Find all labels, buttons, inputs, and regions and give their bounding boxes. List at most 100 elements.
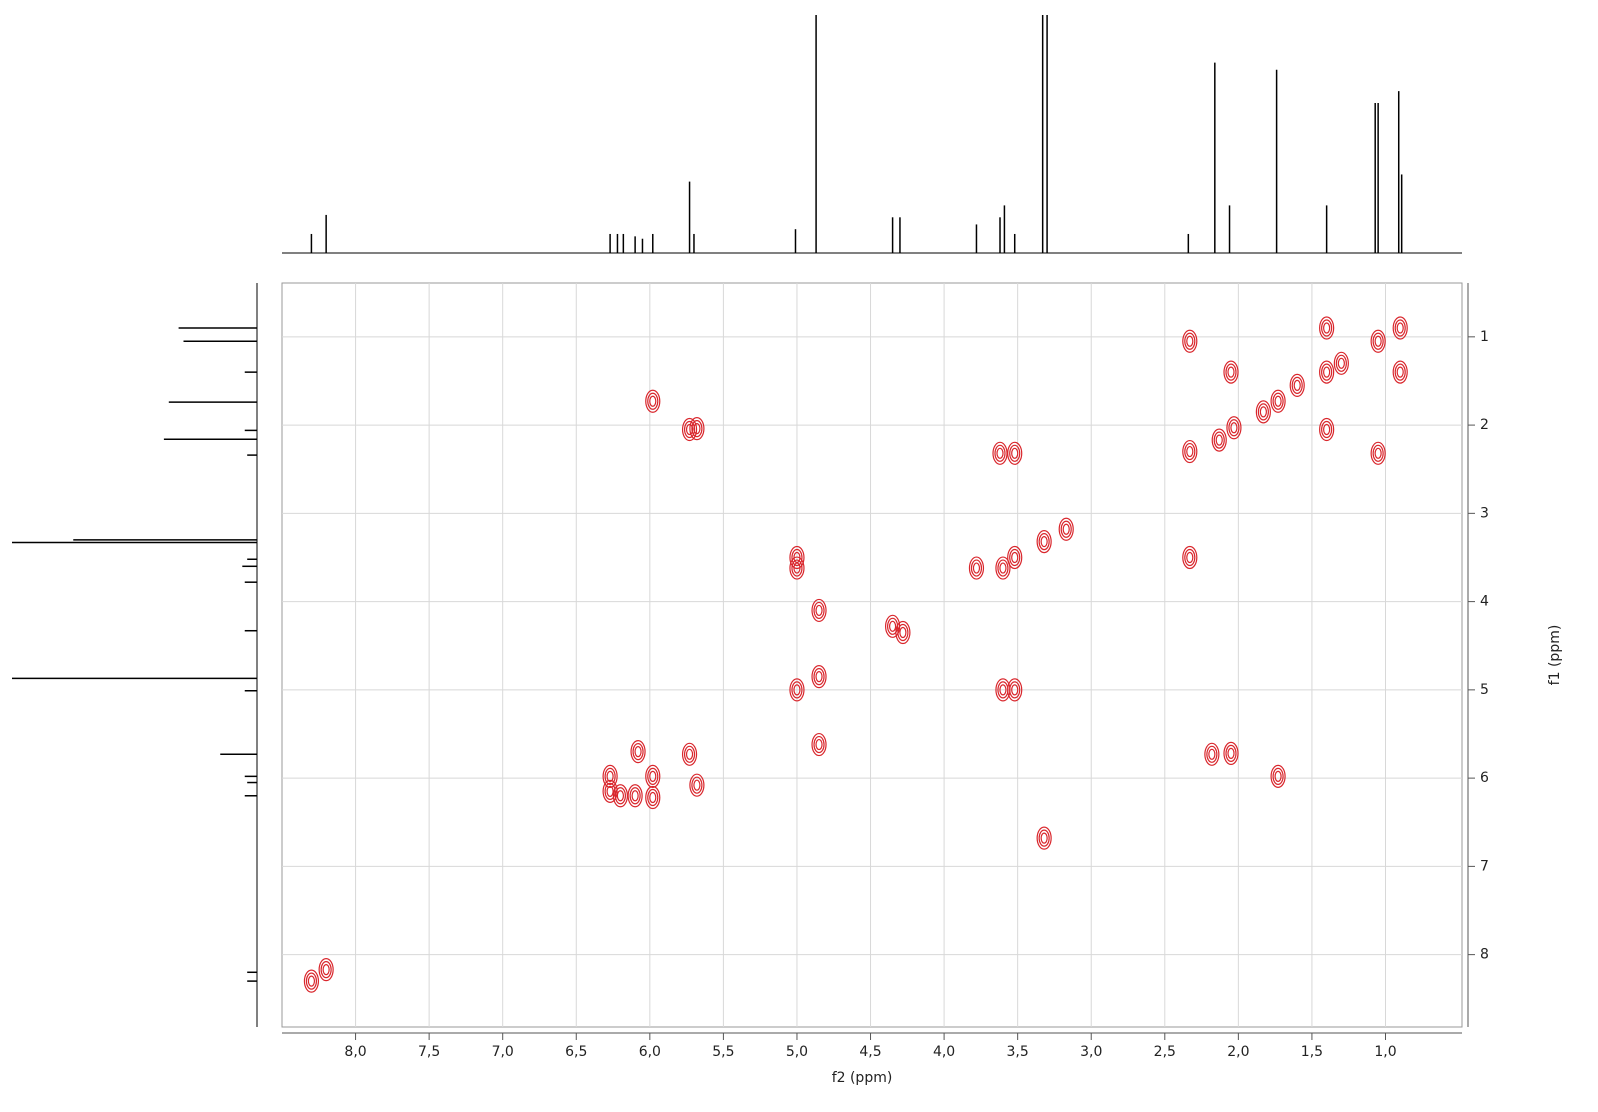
y-tick-label: 5	[1480, 682, 1489, 698]
contour	[322, 964, 330, 976]
contour	[685, 423, 694, 436]
contour	[1223, 741, 1239, 766]
cross-peak	[1319, 360, 1335, 384]
x-tick-label: 1,0	[1374, 1044, 1396, 1060]
contour	[1372, 332, 1384, 350]
contour	[789, 545, 805, 570]
cross-peak	[627, 784, 643, 808]
contour	[1274, 770, 1282, 782]
contour	[1321, 363, 1333, 381]
contour	[1007, 545, 1023, 570]
contour	[1337, 357, 1345, 369]
contour	[999, 684, 1007, 696]
cross-peak	[811, 665, 827, 689]
cross-peak	[602, 764, 618, 788]
contour	[647, 392, 659, 410]
contour	[1011, 447, 1019, 459]
contour	[813, 601, 825, 620]
contour	[970, 559, 983, 577]
contour	[811, 665, 827, 689]
contour	[1323, 322, 1331, 334]
y-tick-label: 7	[1480, 858, 1489, 874]
contour	[815, 604, 823, 617]
contour	[606, 785, 614, 797]
cross-peak	[1370, 329, 1386, 353]
cross-peak	[1392, 316, 1408, 340]
contour	[1225, 744, 1237, 763]
contour	[997, 559, 1009, 577]
cross-peak	[1255, 400, 1271, 424]
cross-peak	[1392, 360, 1408, 384]
contour	[1372, 444, 1384, 462]
contour	[1038, 532, 1050, 551]
x-tick-label: 4,0	[933, 1044, 955, 1060]
cross-peak	[318, 958, 334, 982]
x-tick-label: 6,0	[639, 1044, 661, 1060]
contour	[602, 779, 618, 803]
contour	[645, 785, 661, 810]
contour	[1323, 366, 1331, 378]
contour	[631, 790, 639, 802]
contour	[1011, 684, 1019, 696]
contour	[1007, 678, 1023, 702]
contour	[995, 556, 1011, 580]
contour	[681, 742, 698, 766]
contour	[689, 773, 705, 797]
contour	[630, 740, 646, 764]
contour	[1062, 523, 1070, 535]
contour	[1036, 826, 1052, 850]
cross-peak	[895, 620, 911, 645]
contour	[793, 562, 801, 574]
x-tick-label: 8,0	[344, 1044, 366, 1060]
contour	[1255, 400, 1271, 424]
contour	[602, 764, 618, 788]
x-tick-label: 2,0	[1227, 1044, 1249, 1060]
x-tick-label: 1,5	[1301, 1044, 1323, 1060]
cross-peak	[995, 556, 1011, 580]
x-tick-label: 5,5	[712, 1044, 734, 1060]
contour	[689, 417, 705, 441]
contour	[1394, 319, 1406, 337]
contour	[1184, 548, 1196, 567]
cross-peak	[1289, 373, 1305, 397]
contour	[1272, 767, 1284, 785]
contour	[632, 743, 644, 761]
contour	[647, 767, 659, 785]
contour	[1058, 517, 1074, 541]
contour	[1038, 829, 1050, 847]
contour	[691, 420, 703, 438]
x-tick-label: 2,5	[1154, 1044, 1176, 1060]
contour	[649, 395, 657, 407]
contour	[1396, 322, 1404, 334]
contour	[1007, 441, 1023, 465]
contour	[1040, 832, 1048, 844]
contour	[1009, 681, 1021, 699]
contour	[897, 623, 909, 642]
contour	[647, 788, 659, 807]
cross-peak	[645, 764, 661, 788]
contour	[992, 441, 1008, 465]
cross-peak	[1270, 389, 1286, 413]
cross-peak	[681, 742, 698, 766]
contour	[1321, 420, 1333, 439]
cross-peak	[1223, 360, 1239, 384]
cross-peak	[1333, 351, 1349, 375]
cross-peak	[689, 773, 705, 797]
contour	[1370, 441, 1386, 465]
contour	[813, 735, 825, 754]
cross-peak	[811, 598, 827, 623]
contour	[895, 620, 911, 645]
cross-peak	[689, 417, 705, 441]
contour	[813, 668, 825, 686]
contour	[683, 745, 696, 763]
contour	[1319, 316, 1335, 340]
contour	[789, 678, 805, 702]
contour	[616, 790, 625, 802]
y-tick-label: 3	[1480, 505, 1489, 521]
cross-peak	[1007, 678, 1023, 702]
contour	[627, 784, 643, 808]
contour	[1392, 316, 1408, 340]
contour	[1204, 742, 1220, 766]
contour	[1272, 392, 1284, 410]
contour	[1333, 351, 1349, 375]
